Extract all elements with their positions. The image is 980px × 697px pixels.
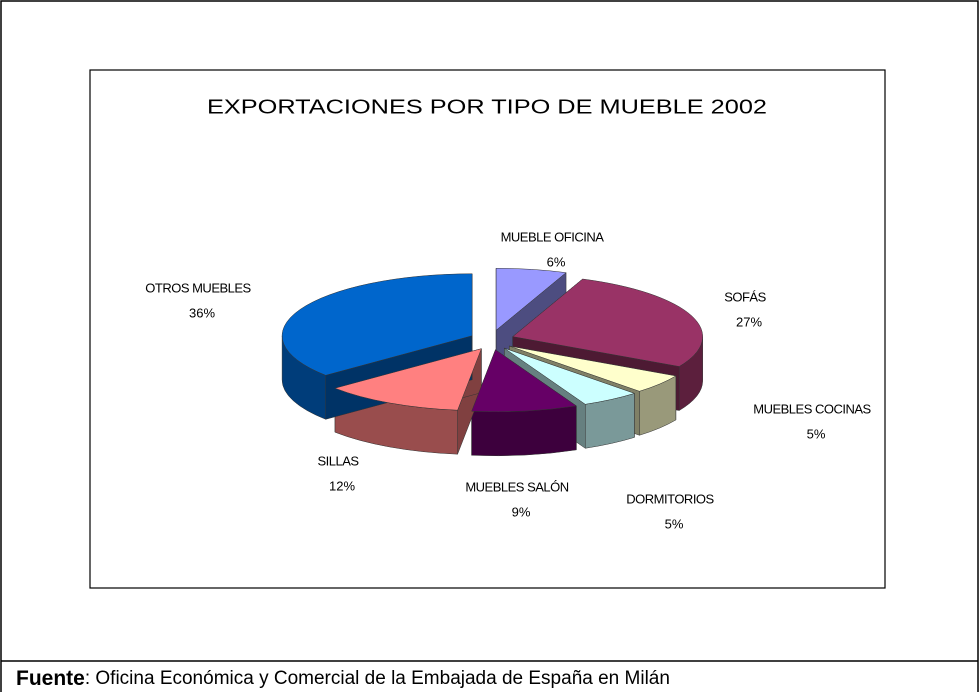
slice (509, 345, 677, 392)
slice-label: SOFÁS (724, 289, 766, 304)
slice (495, 268, 567, 331)
pie-tops (281, 268, 703, 413)
slice (334, 348, 482, 411)
slice (281, 273, 473, 376)
chart-title: EXPORTACIONES POR TIPO DE MUEBLE 2002 (207, 96, 767, 118)
slice-value-label: 9% (512, 504, 531, 519)
slice (471, 349, 577, 413)
slice (512, 278, 703, 367)
slice-label: DORMITORIOS (626, 491, 714, 506)
slice-side (471, 405, 577, 457)
slice-label: OTROS MUEBLES (145, 280, 251, 295)
slice-value-label: 12% (329, 478, 355, 493)
slice-label: MUEBLES COCINAS (753, 401, 871, 416)
slice-value-label: 27% (736, 314, 762, 329)
footer-label: Fuente (16, 667, 85, 690)
chart-frame (89, 69, 886, 589)
footer: Fuente: Oficina Económica y Comercial de… (16, 667, 670, 690)
slice-value-label: 5% (807, 426, 826, 441)
slice-value-label: 6% (547, 254, 566, 269)
pie (281, 268, 703, 457)
slice-label: MUEBLE OFICINA (501, 229, 605, 244)
slice (504, 347, 636, 405)
slice-value-label: 5% (665, 516, 684, 531)
slice-label: SILLAS (317, 453, 359, 468)
slice-label: MUEBLES SALÓN (465, 479, 568, 494)
slice-value-label: 36% (189, 305, 215, 320)
footer-text: : Oficina Económica y Comercial de la Em… (85, 668, 670, 689)
